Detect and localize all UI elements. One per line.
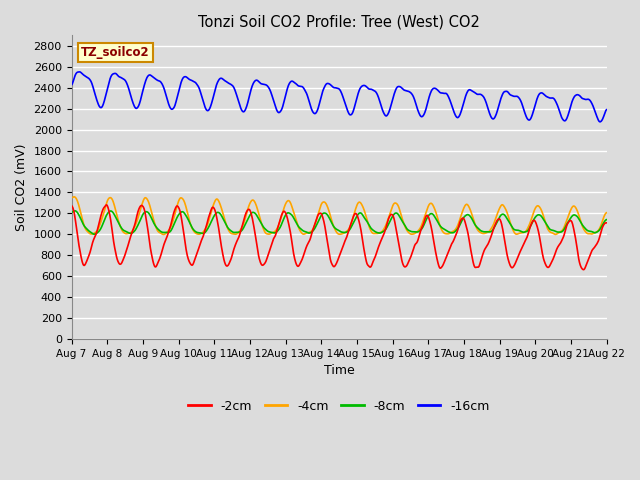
Title: Tonzi Soil CO2 Profile: Tree (West) CO2: Tonzi Soil CO2 Profile: Tree (West) CO2 — [198, 15, 480, 30]
X-axis label: Time: Time — [324, 364, 355, 377]
Text: TZ_soilco2: TZ_soilco2 — [81, 46, 150, 59]
Y-axis label: Soil CO2 (mV): Soil CO2 (mV) — [15, 144, 28, 231]
Legend: -2cm, -4cm, -8cm, -16cm: -2cm, -4cm, -8cm, -16cm — [183, 395, 495, 418]
